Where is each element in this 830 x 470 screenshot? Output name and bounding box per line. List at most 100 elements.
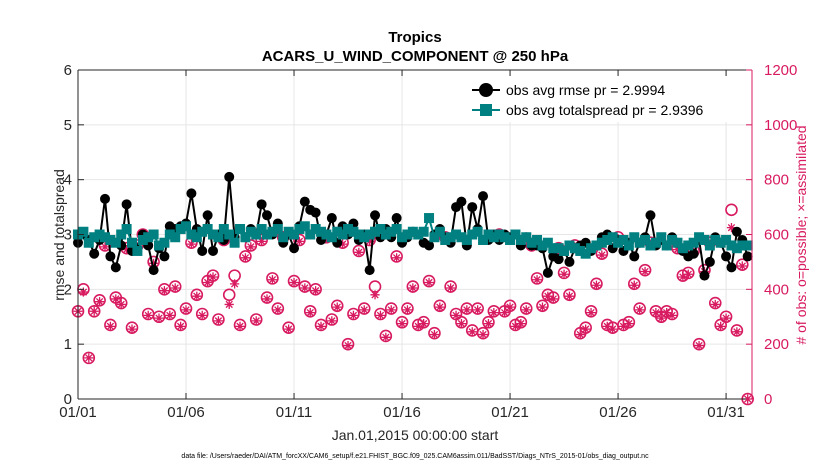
totalspread-point — [532, 234, 543, 245]
totalspread-point — [83, 237, 94, 248]
y2-tick-label: 1000 — [764, 117, 797, 134]
legend: obs avg rmse pr = 2.9994 obs avg totalsp… — [472, 76, 744, 122]
totalspread-point — [310, 224, 321, 235]
totalspread-point — [672, 237, 683, 248]
obs-assimilated-point — [737, 261, 747, 271]
totalspread-point — [337, 229, 348, 240]
rmse-point — [645, 210, 656, 221]
totalspread-point — [413, 229, 424, 240]
totalspread-point — [343, 224, 354, 235]
obs-assimilated-point — [181, 305, 191, 315]
obs-assimilated-point — [213, 316, 224, 326]
y2-axis-label: # of obs: o=possible; ×=assimilated — [793, 125, 809, 344]
obs-assimilated-point — [370, 290, 380, 300]
obs-assimilated-point — [305, 308, 315, 318]
rmse-point — [89, 248, 100, 259]
obs-assimilated-point — [683, 269, 693, 279]
totalspread-point — [710, 234, 721, 245]
totalspread-point — [580, 248, 591, 259]
legend-spread-marker — [480, 104, 492, 116]
obs-assimilated-point — [656, 313, 666, 323]
totalspread-point — [256, 224, 267, 235]
totalspread-point — [386, 226, 397, 237]
obs-assimilated-point — [483, 319, 494, 329]
obs-assimilated-point — [478, 329, 488, 340]
totalspread-point — [272, 224, 283, 235]
obs-assimilated-point — [365, 236, 375, 246]
obs-assimilated-point — [300, 283, 310, 293]
obs-assimilated-point — [343, 340, 353, 351]
totalspread-point — [478, 234, 489, 245]
totalspread-point — [688, 237, 699, 248]
obs-assimilated-point — [111, 294, 121, 304]
rmse-point — [186, 188, 197, 199]
obs-assimilated-point — [640, 266, 650, 277]
obs-assimilated-point — [262, 294, 272, 304]
obs-assimilated-point — [710, 299, 720, 310]
obs-assimilated-point — [618, 321, 629, 331]
totalspread-point — [737, 240, 748, 251]
totalspread-point — [245, 226, 256, 237]
totalspread-point — [78, 226, 89, 237]
obs-assimilated-point — [127, 324, 137, 334]
obs-assimilated-point — [408, 283, 418, 293]
totalspread-point — [456, 232, 467, 243]
totalspread-point — [170, 232, 181, 243]
obs-assimilated-point — [608, 324, 618, 334]
legend-spread-label: obs avg totalspread pr = 2.9396 — [506, 102, 704, 118]
totalspread-point — [699, 234, 710, 245]
totalspread-point — [650, 237, 661, 248]
totalspread-point — [526, 237, 537, 248]
totalspread-point — [569, 243, 580, 254]
totalspread-point — [434, 226, 445, 237]
rmse-point — [289, 243, 300, 254]
chart-title: Tropics — [388, 29, 441, 46]
x-tick-label: 01/26 — [599, 404, 637, 421]
obs-assimilated-point — [456, 319, 467, 329]
totalspread-point — [499, 232, 510, 243]
totalspread-point — [105, 234, 116, 245]
totalspread-point — [181, 221, 192, 232]
totalspread-point — [251, 229, 262, 240]
totalspread-point — [305, 229, 316, 240]
obs-assimilated-point — [149, 258, 159, 268]
totalspread-point — [397, 232, 408, 243]
totalspread-point — [208, 229, 219, 240]
rmse-point — [704, 256, 715, 267]
rmse-point — [110, 262, 121, 273]
obs-assimilated-point — [602, 321, 612, 331]
obs-assimilated-point — [89, 306, 99, 316]
rmse-point — [105, 251, 116, 262]
totalspread-point — [186, 229, 197, 240]
obs-assimilated-point — [170, 283, 180, 293]
totalspread-point — [440, 234, 451, 245]
obs-assimilated-point — [197, 310, 207, 320]
totalspread-point — [402, 229, 413, 240]
totalspread-point — [656, 232, 667, 243]
rmse-point — [456, 196, 467, 207]
legend-box — [476, 76, 744, 122]
totalspread-point — [289, 229, 300, 240]
rmse-point — [159, 251, 170, 262]
rmse-point — [742, 251, 753, 262]
obs-assimilated-point — [294, 236, 305, 246]
totalspread-point — [148, 229, 159, 240]
totalspread-point — [407, 226, 418, 237]
obs-assimilated-point — [435, 302, 445, 312]
y-tick-label: 0 — [64, 391, 72, 408]
obs-assimilated-point — [251, 316, 261, 326]
totalspread-point — [607, 232, 618, 243]
y-tick-label: 5 — [64, 117, 72, 134]
rmse-point — [310, 207, 321, 218]
totalspread-point — [510, 229, 521, 240]
rmse-point — [197, 245, 208, 256]
y2-tick-label: 800 — [764, 172, 789, 189]
totalspread-point — [235, 224, 246, 235]
obs-assimilated-point — [667, 310, 677, 320]
obs-assimilated-point — [516, 319, 526, 329]
totalspread-point — [218, 224, 229, 235]
totalspread-point — [116, 229, 127, 240]
obs-assimilated-point — [348, 310, 359, 320]
totalspread-point — [224, 229, 235, 240]
obs-assimilated-point — [462, 305, 472, 315]
